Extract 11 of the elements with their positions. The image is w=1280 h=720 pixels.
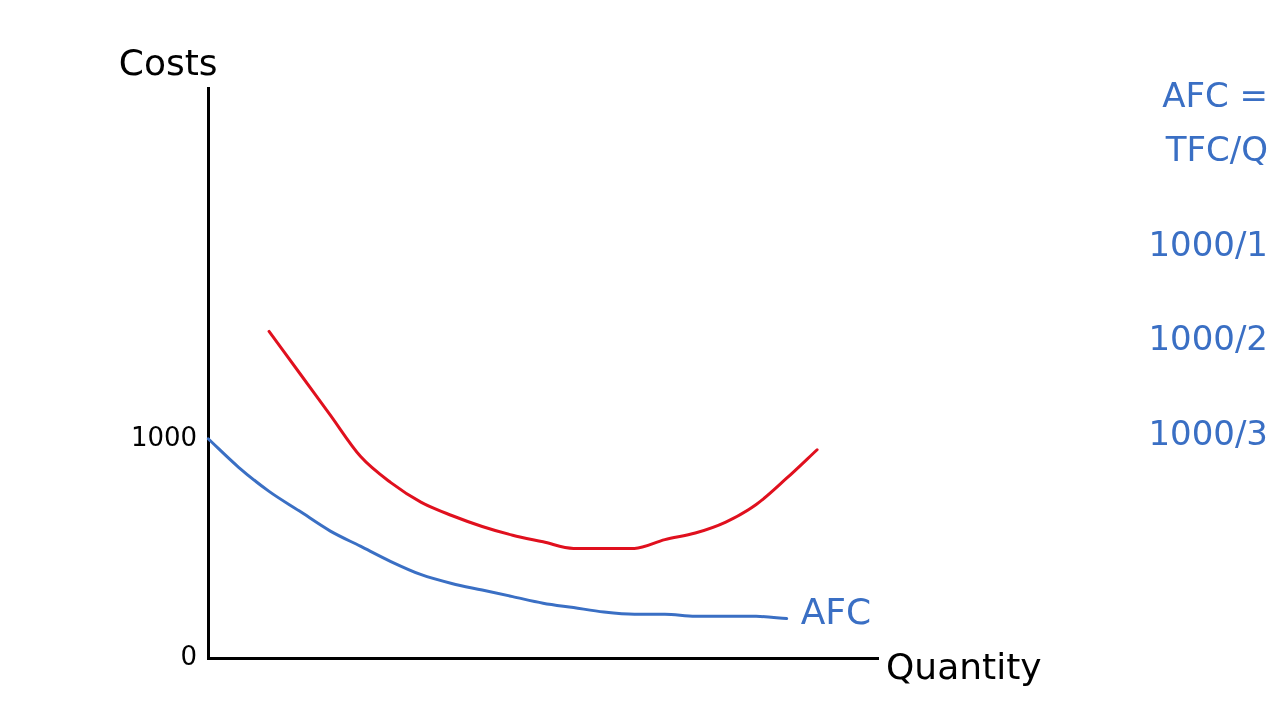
- text: 1000/2: [1147, 317, 1268, 361]
- line-series: [267, 329, 819, 550]
- text: AFC = TFC/Q: [1161, 74, 1268, 172]
- line-series: [206, 437, 789, 621]
- text: 1000/1: [1147, 222, 1268, 266]
- series-label: AFC: [800, 590, 872, 632]
- y-tick-label: 0: [180, 640, 198, 671]
- y-axis-title: Costs: [118, 42, 218, 84]
- y-tick-label: 1000: [131, 421, 198, 452]
- x-axis-title: Quantity: [886, 646, 1042, 688]
- text: 1000/3: [1147, 411, 1268, 455]
